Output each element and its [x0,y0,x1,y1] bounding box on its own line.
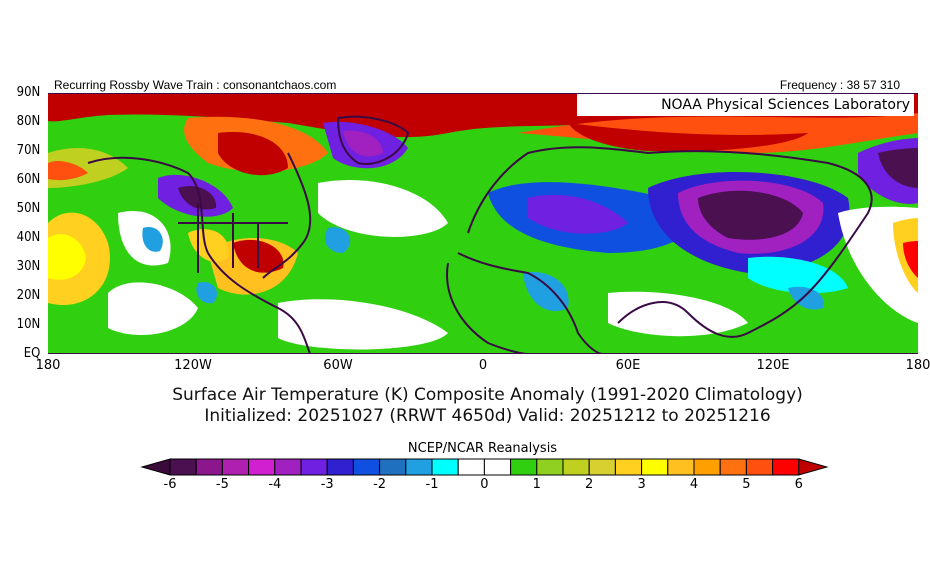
colorbar-swatch [641,458,669,476]
colorbar-swatch [221,458,250,476]
colorbar-swatch [169,458,197,476]
colorbar-swatch [483,458,512,476]
header-left-text: Recurring Rossby Wave Train : consonantc… [54,78,337,92]
lon-label: 60E [615,358,641,373]
colorbar-tick-label: -5 [215,477,229,492]
coastlines [87,115,873,354]
colorbar-swatch [326,458,354,476]
colorbar-swatch [195,458,223,476]
colorbar-under-arrow [140,458,171,476]
lat-label: 90N [16,85,41,100]
colorbar-tick-label: -6 [163,477,177,492]
lat-label: 80N [16,114,41,129]
colorbar-tick-label: -4 [268,477,282,492]
colorbar-tick-label: 1 [532,477,541,492]
lon-label: 120E [756,358,790,373]
header-right-text: Frequency : 38 57 310 [779,78,900,92]
colorbar-swatch [352,458,381,476]
colorbar-swatch [510,458,538,476]
temperature-anomaly-map [48,93,918,354]
colorbar-swatch [536,458,564,476]
colorbar-swatch [379,458,407,476]
map-title: Surface Air Temperature (K) Composite An… [172,385,803,405]
colorbar-swatch [772,458,800,476]
colorbar-tick-label: -1 [425,477,439,492]
colorbar-swatch [405,458,433,476]
lat-label: 40N [16,230,41,245]
anomaly-fields [48,93,918,350]
map-subtitle: Initialized: 20251027 (RRWT 4650d) Valid… [204,406,771,426]
credit-label: NOAA Physical Sciences Laboratory [577,94,914,116]
colorbar-tick-label: 6 [794,477,803,492]
lat-label: 30N [16,259,41,274]
lat-label: 50N [16,201,41,216]
colorbar-title: NCEP/NCAR Reanalysis [407,441,558,456]
colorbar-swatch [693,458,721,476]
lon-label: 180 [905,358,930,373]
colorbar-swatch [614,458,643,476]
colorbar-swatch [562,458,590,476]
colorbar-swatch [300,458,328,476]
colorbar [140,458,829,476]
colorbar-swatch [667,458,695,476]
colorbar-tick-label: 0 [480,477,489,492]
colorbar-swatch [719,458,747,476]
lon-label: 60W [323,358,353,373]
colorbar-swatch [248,458,276,476]
lon-label: 120W [174,358,212,373]
colorbar-tick-label: -3 [320,477,334,492]
colorbar-swatch [745,458,774,476]
lat-label: 70N [16,143,41,158]
colorbar-tick-label: 2 [585,477,594,492]
lat-label: 20N [16,288,41,303]
lon-label: 180 [35,358,61,373]
colorbar-tick-label: 4 [689,477,699,492]
colorbar-over-arrow [798,458,829,476]
colorbar-swatch [457,458,485,476]
colorbar-swatch [588,458,616,476]
colorbar-tick-label: 5 [742,477,751,492]
colorbar-swatch [431,458,459,476]
lat-label: EQ [23,346,41,361]
lon-label: 0 [478,358,488,373]
colorbar-tick-label: 3 [637,477,646,492]
colorbar-tick-label: -2 [373,477,387,492]
colorbar-swatch [274,458,302,476]
lat-label: 60N [16,172,41,187]
lat-label: 10N [16,317,41,332]
